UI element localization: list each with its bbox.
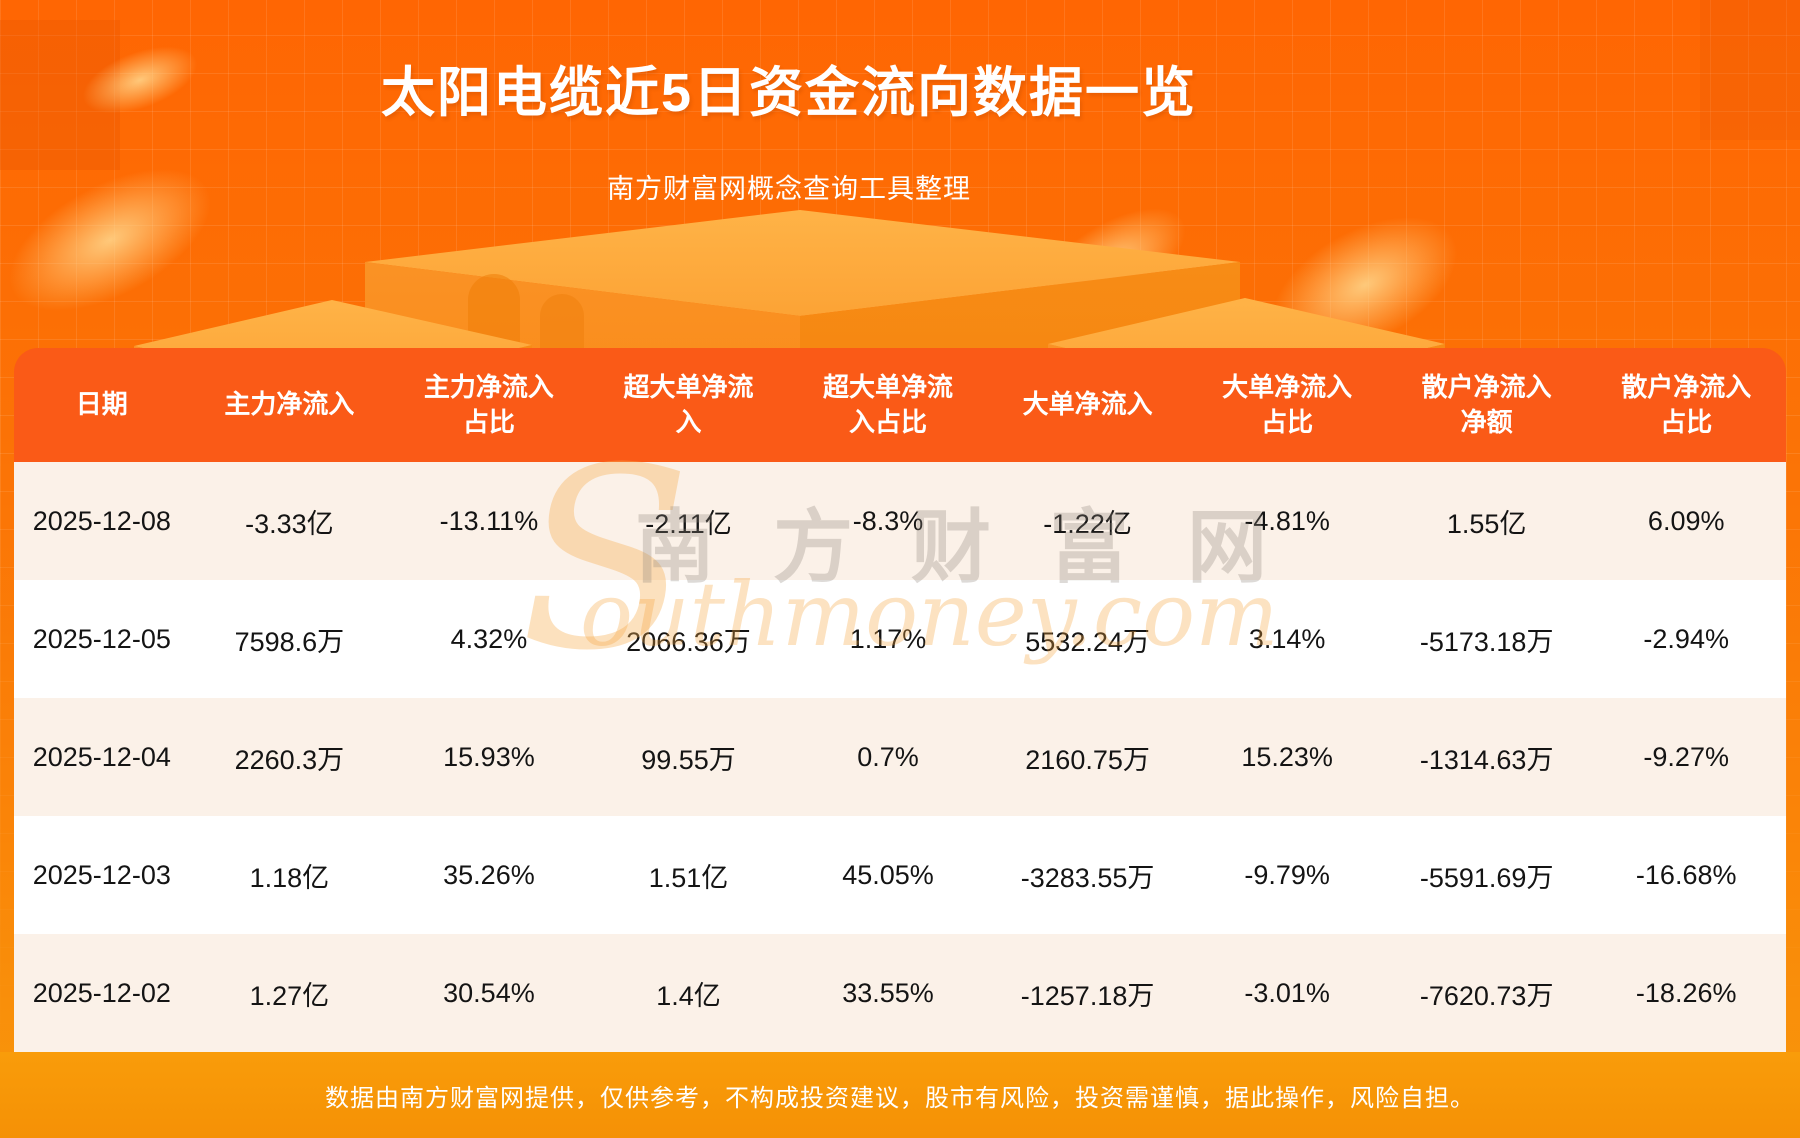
cell-value: 5532.24万 [1025,626,1150,657]
cell-value: 1.55亿 [1446,508,1527,539]
cell-value: -5591.69万 [1419,862,1554,893]
cell-value: 45.05% [842,859,934,890]
cell-value: -18.26% [1635,977,1737,1008]
disclaimer-text: 数据由南方财富网提供，仅供参考，不构成投资建议，股市有风险，投资需谨慎，据此操作… [325,1084,1475,1112]
cell-value: 3.14% [1248,623,1326,654]
fund-flow-table: 日期 主力净流入 主力净流入 占比 超大单净流 入 超大单净流 入占比 大单净流… [14,348,1786,1052]
cell-value: -16.68% [1635,859,1737,890]
column-header-date: 日期 [75,389,128,420]
column-header-large-order-net-inflow-ratio: 大单净流入 占比 [1222,371,1353,437]
cell-value: 30.54% [443,977,535,1008]
column-header-xl-order-net-inflow: 超大单净流 入 [623,371,754,437]
cell-value: 6.09% [1647,505,1725,536]
cell-value: 2160.75万 [1025,744,1150,775]
cell-date: 2025-12-08 [32,505,171,536]
cell-value: -3.01% [1244,977,1330,1008]
cell-value: 15.23% [1241,741,1333,772]
cell-value: -3283.55万 [1020,862,1155,893]
cell-value: -13.11% [439,505,539,536]
cell-date: 2025-12-05 [32,623,171,654]
table-header-row: 日期 主力净流入 主力净流入 占比 超大单净流 入 超大单净流 入占比 大单净流… [14,348,1786,462]
column-header-retail-net-inflow-ratio: 散户净流入 占比 [1621,371,1752,437]
column-header-xl-order-net-inflow-ratio: 超大单净流 入占比 [823,371,954,437]
table-row: 2025-12-05 7598.6万 4.32% 2066.36万 1.17% … [14,580,1786,698]
cell-value: 2260.3万 [234,744,345,775]
cell-value: -7620.73万 [1419,980,1554,1011]
page-title: 太阳电缆近5日资金流向数据一览 [380,63,1198,123]
cell-value: 35.26% [443,859,535,890]
cell-value: -1314.63万 [1419,744,1554,775]
cell-value: -5173.18万 [1419,626,1554,657]
cell-value: -3.33亿 [245,508,334,539]
cell-date: 2025-12-03 [32,859,171,890]
cell-value: 4.32% [450,623,528,654]
cell-value: 33.55% [842,977,934,1008]
cell-value: -9.79% [1244,859,1330,890]
cell-value: 1.51亿 [648,862,729,893]
cell-value: -1.22亿 [1043,508,1132,539]
cell-value: 0.7% [857,741,919,772]
cell-value: 2066.36万 [626,626,751,657]
cell-value: -1257.18万 [1020,980,1155,1011]
cell-value: 1.4亿 [656,980,721,1011]
page-subtitle: 南方财富网概念查询工具整理 [607,174,971,204]
column-header-main-net-inflow: 主力净流入 [224,389,355,420]
cell-value: 1.27亿 [249,980,330,1011]
table-row: 2025-12-04 2260.3万 15.93% 99.55万 0.7% 21… [14,698,1786,816]
cell-value: -8.3% [852,505,924,536]
cell-date: 2025-12-02 [32,977,171,1008]
hero-header: 太阳电缆近5日资金流向数据一览 南方财富网概念查询工具整理 [0,0,1578,204]
cell-value: 7598.6万 [234,626,345,657]
table-row: 2025-12-08 -3.33亿 -13.11% -2.11亿 -8.3% -… [14,462,1786,580]
footer-disclaimer-band: 数据由南方财富网提供，仅供参考，不构成投资建议，股市有风险，投资需谨慎，据此操作… [0,1052,1800,1138]
cell-value: -2.11亿 [645,508,732,539]
cell-value: 1.17% [849,623,927,654]
table-row: 2025-12-03 1.18亿 35.26% 1.51亿 45.05% -32… [14,816,1786,934]
cell-value: 99.55万 [641,744,736,775]
cell-value: -2.94% [1643,623,1729,654]
column-header-retail-net-inflow: 散户净流入 净额 [1421,371,1552,437]
table-row: 2025-12-02 1.27亿 30.54% 1.4亿 33.55% -125… [14,934,1786,1052]
column-header-main-net-inflow-ratio: 主力净流入 占比 [423,371,554,437]
cell-value: -4.81% [1244,505,1330,536]
cell-value: 15.93% [443,741,535,772]
cell-date: 2025-12-04 [32,741,171,772]
cell-value: -9.27% [1643,741,1729,772]
cell-value: 1.18亿 [249,862,330,893]
column-header-large-order-net-inflow: 大单净流入 [1022,389,1153,420]
